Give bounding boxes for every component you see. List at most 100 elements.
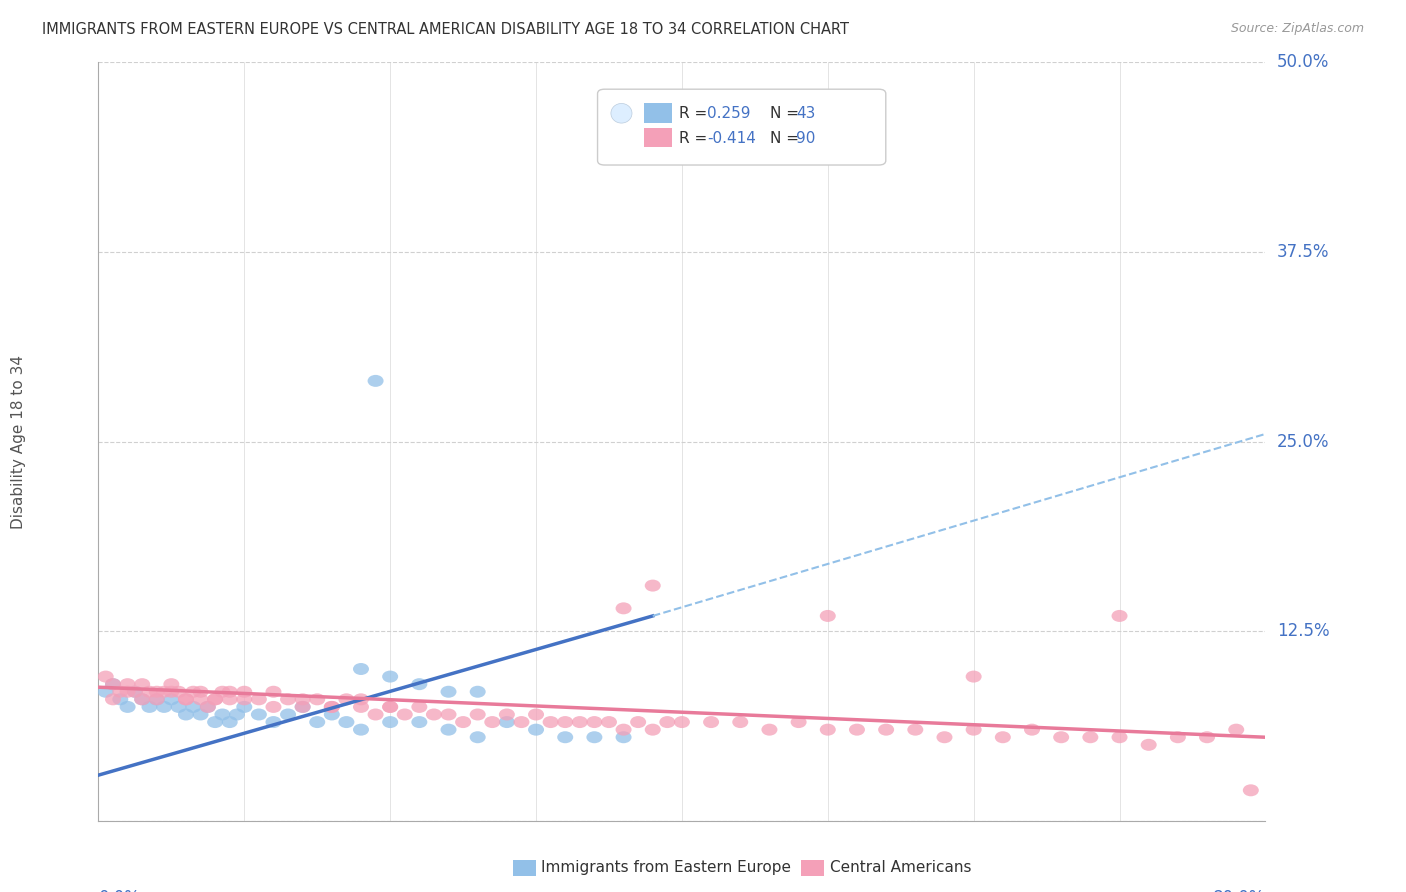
Ellipse shape <box>1140 739 1157 751</box>
Ellipse shape <box>382 716 398 728</box>
Ellipse shape <box>456 716 471 728</box>
Ellipse shape <box>120 678 135 690</box>
Ellipse shape <box>214 686 231 698</box>
Ellipse shape <box>426 708 441 721</box>
Ellipse shape <box>367 708 384 721</box>
Ellipse shape <box>645 723 661 736</box>
Ellipse shape <box>170 701 187 713</box>
Ellipse shape <box>412 678 427 690</box>
Ellipse shape <box>222 716 238 728</box>
Text: -0.414: -0.414 <box>707 131 756 145</box>
Ellipse shape <box>1112 610 1128 622</box>
Ellipse shape <box>105 678 121 690</box>
Ellipse shape <box>186 701 201 713</box>
Text: N =: N = <box>770 106 804 120</box>
Ellipse shape <box>97 686 114 698</box>
Ellipse shape <box>1199 731 1215 743</box>
Ellipse shape <box>995 731 1011 743</box>
Ellipse shape <box>1053 731 1069 743</box>
Ellipse shape <box>250 708 267 721</box>
Ellipse shape <box>470 731 485 743</box>
Ellipse shape <box>339 716 354 728</box>
Ellipse shape <box>179 708 194 721</box>
Ellipse shape <box>200 701 217 713</box>
Ellipse shape <box>440 708 457 721</box>
Ellipse shape <box>142 686 157 698</box>
Ellipse shape <box>105 693 121 706</box>
Ellipse shape <box>820 723 835 736</box>
Ellipse shape <box>323 701 340 713</box>
Ellipse shape <box>156 686 172 698</box>
Ellipse shape <box>250 693 267 706</box>
Ellipse shape <box>703 716 718 728</box>
Text: Central Americans: Central Americans <box>830 861 972 875</box>
Text: 25.0%: 25.0% <box>1277 433 1330 450</box>
Ellipse shape <box>572 716 588 728</box>
Ellipse shape <box>193 693 208 706</box>
Ellipse shape <box>557 731 574 743</box>
Ellipse shape <box>470 708 485 721</box>
Ellipse shape <box>586 731 602 743</box>
Ellipse shape <box>470 686 485 698</box>
Ellipse shape <box>382 701 398 713</box>
Ellipse shape <box>163 693 180 706</box>
Ellipse shape <box>97 671 114 682</box>
Ellipse shape <box>966 671 981 682</box>
Ellipse shape <box>966 723 981 736</box>
Ellipse shape <box>499 716 515 728</box>
Ellipse shape <box>382 701 398 713</box>
Ellipse shape <box>163 678 180 690</box>
Ellipse shape <box>295 693 311 706</box>
Ellipse shape <box>214 708 231 721</box>
Ellipse shape <box>134 678 150 690</box>
Text: 80.0%: 80.0% <box>1213 888 1265 892</box>
Ellipse shape <box>733 716 748 728</box>
Ellipse shape <box>529 708 544 721</box>
Ellipse shape <box>820 610 835 622</box>
Ellipse shape <box>630 716 647 728</box>
Ellipse shape <box>762 723 778 736</box>
Ellipse shape <box>193 686 208 698</box>
Text: 50.0%: 50.0% <box>1277 54 1330 71</box>
Ellipse shape <box>513 716 530 728</box>
Text: Source: ZipAtlas.com: Source: ZipAtlas.com <box>1230 22 1364 36</box>
Ellipse shape <box>907 723 924 736</box>
Ellipse shape <box>127 686 143 698</box>
Text: 12.5%: 12.5% <box>1277 622 1330 640</box>
Ellipse shape <box>645 580 661 591</box>
Ellipse shape <box>353 723 368 736</box>
Text: R =: R = <box>679 131 713 145</box>
Ellipse shape <box>170 686 187 698</box>
Ellipse shape <box>673 716 690 728</box>
Ellipse shape <box>309 693 325 706</box>
Ellipse shape <box>163 686 180 698</box>
Text: R =: R = <box>679 106 713 120</box>
Ellipse shape <box>236 693 252 706</box>
Ellipse shape <box>222 686 238 698</box>
Ellipse shape <box>236 686 252 698</box>
Text: 0.0%: 0.0% <box>98 888 141 892</box>
Ellipse shape <box>412 716 427 728</box>
Ellipse shape <box>295 701 311 713</box>
Ellipse shape <box>1112 731 1128 743</box>
Ellipse shape <box>323 701 340 713</box>
Ellipse shape <box>280 693 297 706</box>
Ellipse shape <box>266 716 281 728</box>
Ellipse shape <box>207 693 224 706</box>
Ellipse shape <box>120 686 135 698</box>
Ellipse shape <box>200 701 217 713</box>
Ellipse shape <box>616 602 631 615</box>
Text: 37.5%: 37.5% <box>1277 243 1330 261</box>
Ellipse shape <box>440 686 457 698</box>
Ellipse shape <box>367 375 384 387</box>
Ellipse shape <box>179 693 194 706</box>
Ellipse shape <box>936 731 952 743</box>
Ellipse shape <box>659 716 675 728</box>
Ellipse shape <box>142 701 157 713</box>
Ellipse shape <box>499 708 515 721</box>
Ellipse shape <box>616 723 631 736</box>
Ellipse shape <box>112 686 128 698</box>
Ellipse shape <box>207 693 224 706</box>
Ellipse shape <box>353 693 368 706</box>
Ellipse shape <box>1243 784 1258 797</box>
